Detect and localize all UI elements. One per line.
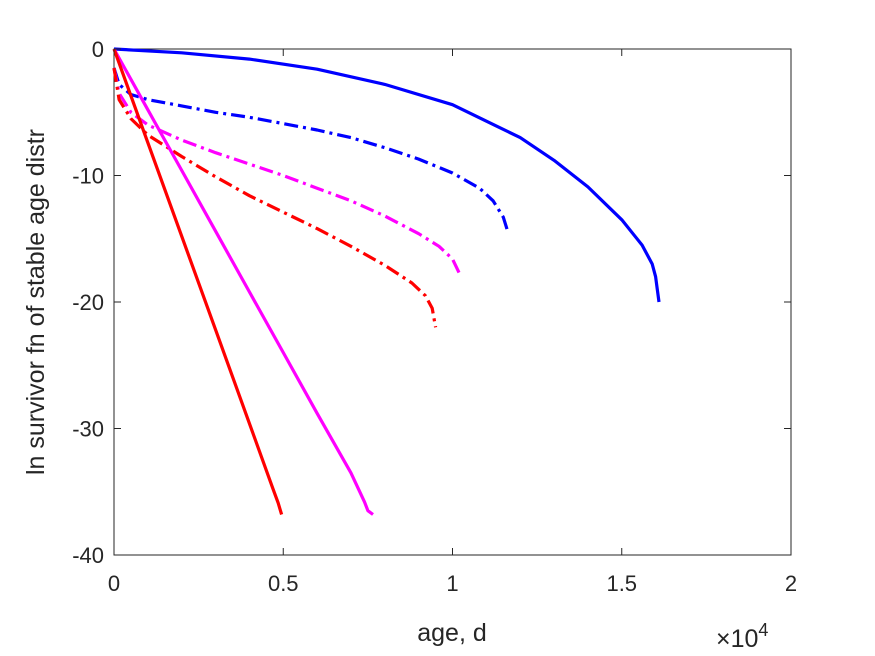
series-layer bbox=[112, 47, 661, 516]
x-axis-label: age, d bbox=[417, 619, 487, 647]
y-tick-label: -20 bbox=[72, 290, 104, 315]
x-tick-label: 0 bbox=[108, 571, 120, 596]
series-line-6 bbox=[112, 48, 284, 515]
x-axis-exponent-base: ×10 bbox=[716, 625, 758, 653]
series-line-5 bbox=[112, 48, 374, 516]
label-layer: age, d ln survivor fn of stable age dist… bbox=[22, 129, 768, 653]
x-tick-label: 1 bbox=[446, 571, 458, 596]
y-tick-label: 0 bbox=[92, 37, 104, 62]
x-tick-label: 0.5 bbox=[268, 571, 299, 596]
x-axis-exponent: ×104 bbox=[716, 620, 768, 653]
plot-area bbox=[113, 48, 792, 556]
axes-frame bbox=[113, 48, 792, 556]
x-axis-exponent-power: 4 bbox=[758, 620, 768, 640]
series-line-2 bbox=[112, 67, 510, 235]
y-tick-label: -40 bbox=[72, 543, 104, 568]
x-tick-label: 1.5 bbox=[606, 571, 637, 596]
series-line-4 bbox=[112, 67, 438, 328]
y-axis-label: ln survivor fn of stable age distr bbox=[22, 129, 50, 475]
tick-layer: 0 0.5 1 1.5 2 0 -10 -20 -30 -40 bbox=[72, 37, 797, 596]
y-tick-label: -10 bbox=[72, 164, 104, 189]
y-tick-label: -30 bbox=[72, 417, 104, 442]
series-line-1 bbox=[113, 47, 661, 303]
x-tick-label: 2 bbox=[785, 571, 797, 596]
series-line-3 bbox=[112, 67, 463, 278]
